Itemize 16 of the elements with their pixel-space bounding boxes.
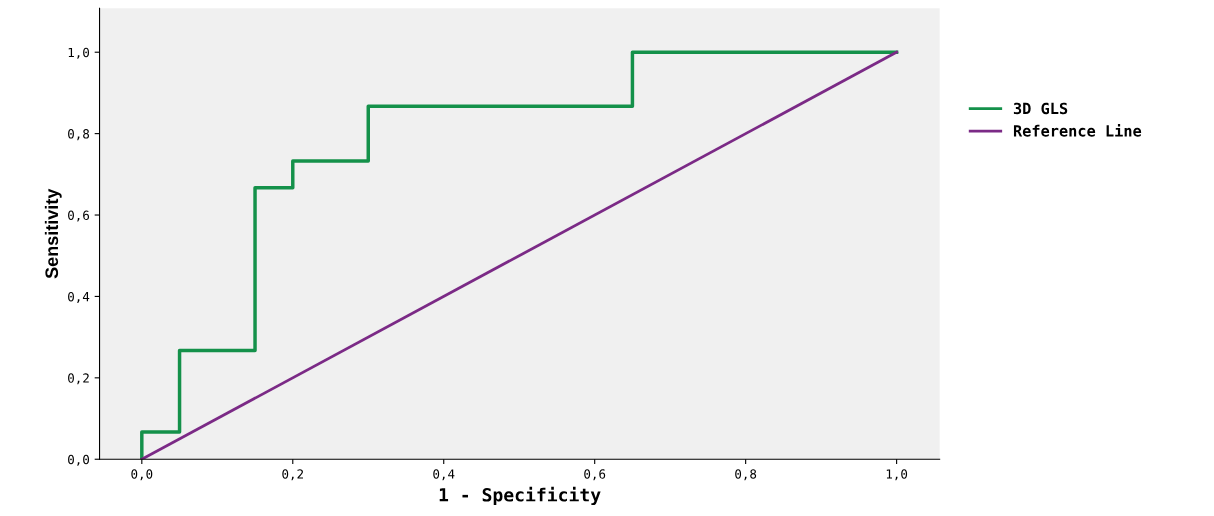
legend-label: Reference Line [1013, 124, 1142, 137]
legend-label: 3D GLS [1013, 102, 1068, 115]
x-tick-label: 0,4 [433, 469, 455, 481]
y-tick-label: 0,8 [68, 129, 90, 141]
x-tick-label: 0,8 [735, 469, 757, 481]
y-tick-label: 1,0 [68, 47, 90, 59]
x-tick-label: 0,2 [282, 469, 303, 481]
y-axis-title: Sensitivity [44, 188, 62, 279]
y-tick-label: 0,6 [68, 210, 90, 222]
x-tick-label: 0,0 [131, 469, 153, 481]
y-tick-label: 0,4 [68, 291, 90, 303]
y-tick-label: 0,0 [68, 454, 90, 466]
y-tick-label: 0,2 [68, 373, 89, 385]
x-tick-label: 0,6 [584, 469, 606, 481]
x-tick-label: 1,0 [886, 469, 908, 481]
x-axis-title: 1 - Specificity [439, 486, 601, 506]
